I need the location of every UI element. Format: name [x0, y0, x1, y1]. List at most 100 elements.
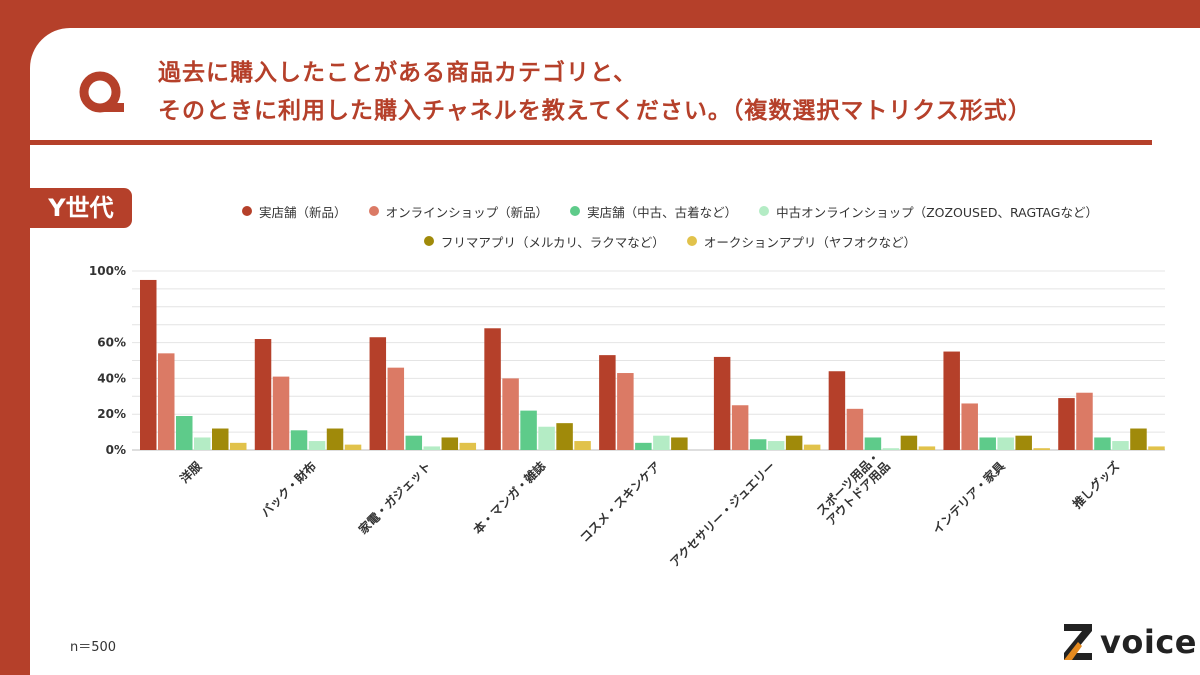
bar	[502, 378, 519, 450]
question-title: 過去に購入したことがある商品カテゴリと、 そのときに利用した購入チャネルを教えて…	[158, 54, 1158, 130]
x-tick-label-line: 家電・ガジェット	[355, 458, 433, 536]
legend-label: フリマアプリ（メルカリ、ラクマなど）	[440, 234, 665, 250]
brand-text: voice	[1100, 623, 1197, 661]
y-tick-label: 20%	[97, 407, 126, 421]
bar	[653, 435, 670, 450]
x-tick-label-line: アクセサリー・ジュエリー	[667, 459, 778, 570]
bar	[405, 435, 423, 450]
bar	[828, 371, 846, 450]
y-tick-label: 40%	[97, 371, 126, 385]
x-tick-label: インテリア・家具	[929, 458, 1007, 536]
bar	[140, 279, 157, 450]
bar	[979, 437, 996, 450]
x-tick-label-line: コスメ・スキンケア	[577, 459, 663, 545]
legend-label: 中古オンラインショップ（ZOZOUSED、RAGTAGなど）	[776, 204, 1098, 220]
question-line-1: 過去に購入したことがある商品カテゴリと、	[158, 60, 638, 86]
bar	[194, 437, 211, 450]
bar	[1033, 448, 1050, 450]
y-tick-label: 100%	[89, 264, 126, 278]
x-tick-label: 推しグッズ	[1069, 458, 1122, 511]
bar	[230, 442, 247, 450]
bar	[803, 444, 821, 450]
legend-item: 中古オンラインショップ（ZOZOUSED、RAGTAGなど）	[759, 202, 1098, 221]
z-logo-icon	[1064, 624, 1092, 660]
bar	[520, 410, 537, 450]
bar	[290, 430, 308, 450]
legend-item: 実店舗（中古、古着など）	[570, 202, 737, 221]
legend-row-1: 実店舗（新品） オンラインショップ（新品） 実店舗（中古、古着など） 中古オンラ…	[170, 196, 1170, 226]
main-card: 過去に購入したことがある商品カテゴリと、 そのときに利用した購入チャネルを教えて…	[30, 28, 1200, 675]
y-tick-label: 60%	[97, 336, 126, 350]
bar	[556, 423, 573, 450]
x-tick-label: 家電・ガジェット	[355, 458, 433, 536]
bar	[846, 408, 864, 450]
bar	[212, 428, 229, 450]
legend-item: フリマアプリ（メルカリ、ラクマなど）	[423, 232, 665, 251]
x-tick-label: 洋服	[177, 458, 205, 486]
bar	[1130, 428, 1147, 450]
bar	[423, 446, 441, 450]
x-tick-label-line: バック・財布	[258, 458, 319, 519]
x-tick-label-line: インテリア・家具	[929, 458, 1007, 536]
legend-item: オークションアプリ（ヤフオクなど）	[686, 232, 917, 251]
x-tick-label-line: 洋服	[177, 458, 205, 486]
sample-size: n＝500	[70, 640, 117, 655]
x-tick-label: バック・財布	[258, 458, 319, 519]
bar	[387, 367, 405, 450]
bar	[997, 437, 1014, 450]
bar	[176, 415, 193, 450]
bar	[1076, 392, 1093, 450]
bar	[785, 435, 803, 450]
bar	[713, 356, 731, 450]
bar	[484, 328, 501, 450]
bar-chart: 0% 20% 40% 60% 100% 洋服 バック・財布 家電・ガジェット 本・マンガ・雑誌コ…	[89, 264, 1165, 570]
legend-label: 実店舗（新品）	[259, 204, 347, 220]
bar	[918, 446, 936, 450]
chart-legend: 実店舗（新品） オンラインショップ（新品） 実店舗（中古、古着など） 中古オンラ…	[170, 196, 1170, 256]
bar	[538, 426, 555, 450]
legend-label: オンラインショップ（新品）	[385, 204, 549, 220]
legend-swatch	[570, 206, 581, 216]
brand-logo: voice	[1062, 618, 1197, 666]
bar	[1058, 398, 1075, 450]
generation-tag: Y世代	[30, 188, 132, 228]
x-tick-label-line: 推しグッズ	[1069, 458, 1122, 511]
bar	[1112, 441, 1129, 450]
bar	[1094, 437, 1111, 450]
y-tick-label: 0%	[106, 443, 126, 457]
bar	[369, 337, 387, 450]
bar	[943, 351, 960, 450]
legend-item: 実店舗（新品）	[242, 202, 347, 221]
legend-item: オンラインショップ（新品）	[368, 202, 549, 221]
legend-label: オークションアプリ（ヤフオクなど）	[703, 234, 917, 250]
bar	[344, 444, 362, 450]
bar	[671, 437, 688, 450]
bar	[1148, 446, 1165, 450]
legend-label: 実店舗（中古、古着など）	[587, 204, 738, 220]
bar	[326, 428, 344, 450]
legend-swatch	[242, 206, 253, 216]
bar	[731, 405, 749, 450]
bar	[749, 439, 767, 450]
bar	[1015, 435, 1032, 450]
legend-row-2: フリマアプリ（メルカリ、ラクマなど） オークションアプリ（ヤフオクなど）	[170, 226, 1170, 256]
bar	[308, 441, 326, 450]
bar	[459, 442, 477, 450]
bar	[441, 437, 459, 450]
x-tick-label: アクセサリー・ジュエリー	[667, 459, 778, 570]
bar	[635, 442, 652, 450]
legend-swatch	[686, 236, 697, 246]
bar	[961, 403, 978, 450]
title-divider	[30, 140, 1152, 145]
bar	[900, 435, 918, 450]
bar	[574, 441, 591, 450]
bar	[767, 441, 785, 450]
x-tick-label-line: 本・マンガ・雑誌	[470, 458, 548, 536]
bar	[599, 355, 616, 450]
bar	[864, 437, 882, 450]
x-tick-label: スポーツ用品・アウトドア用品	[813, 448, 893, 528]
bar	[272, 376, 290, 450]
legend-swatch	[368, 206, 379, 216]
bar	[882, 448, 900, 450]
x-tick-label: コスメ・スキンケア	[577, 459, 663, 545]
